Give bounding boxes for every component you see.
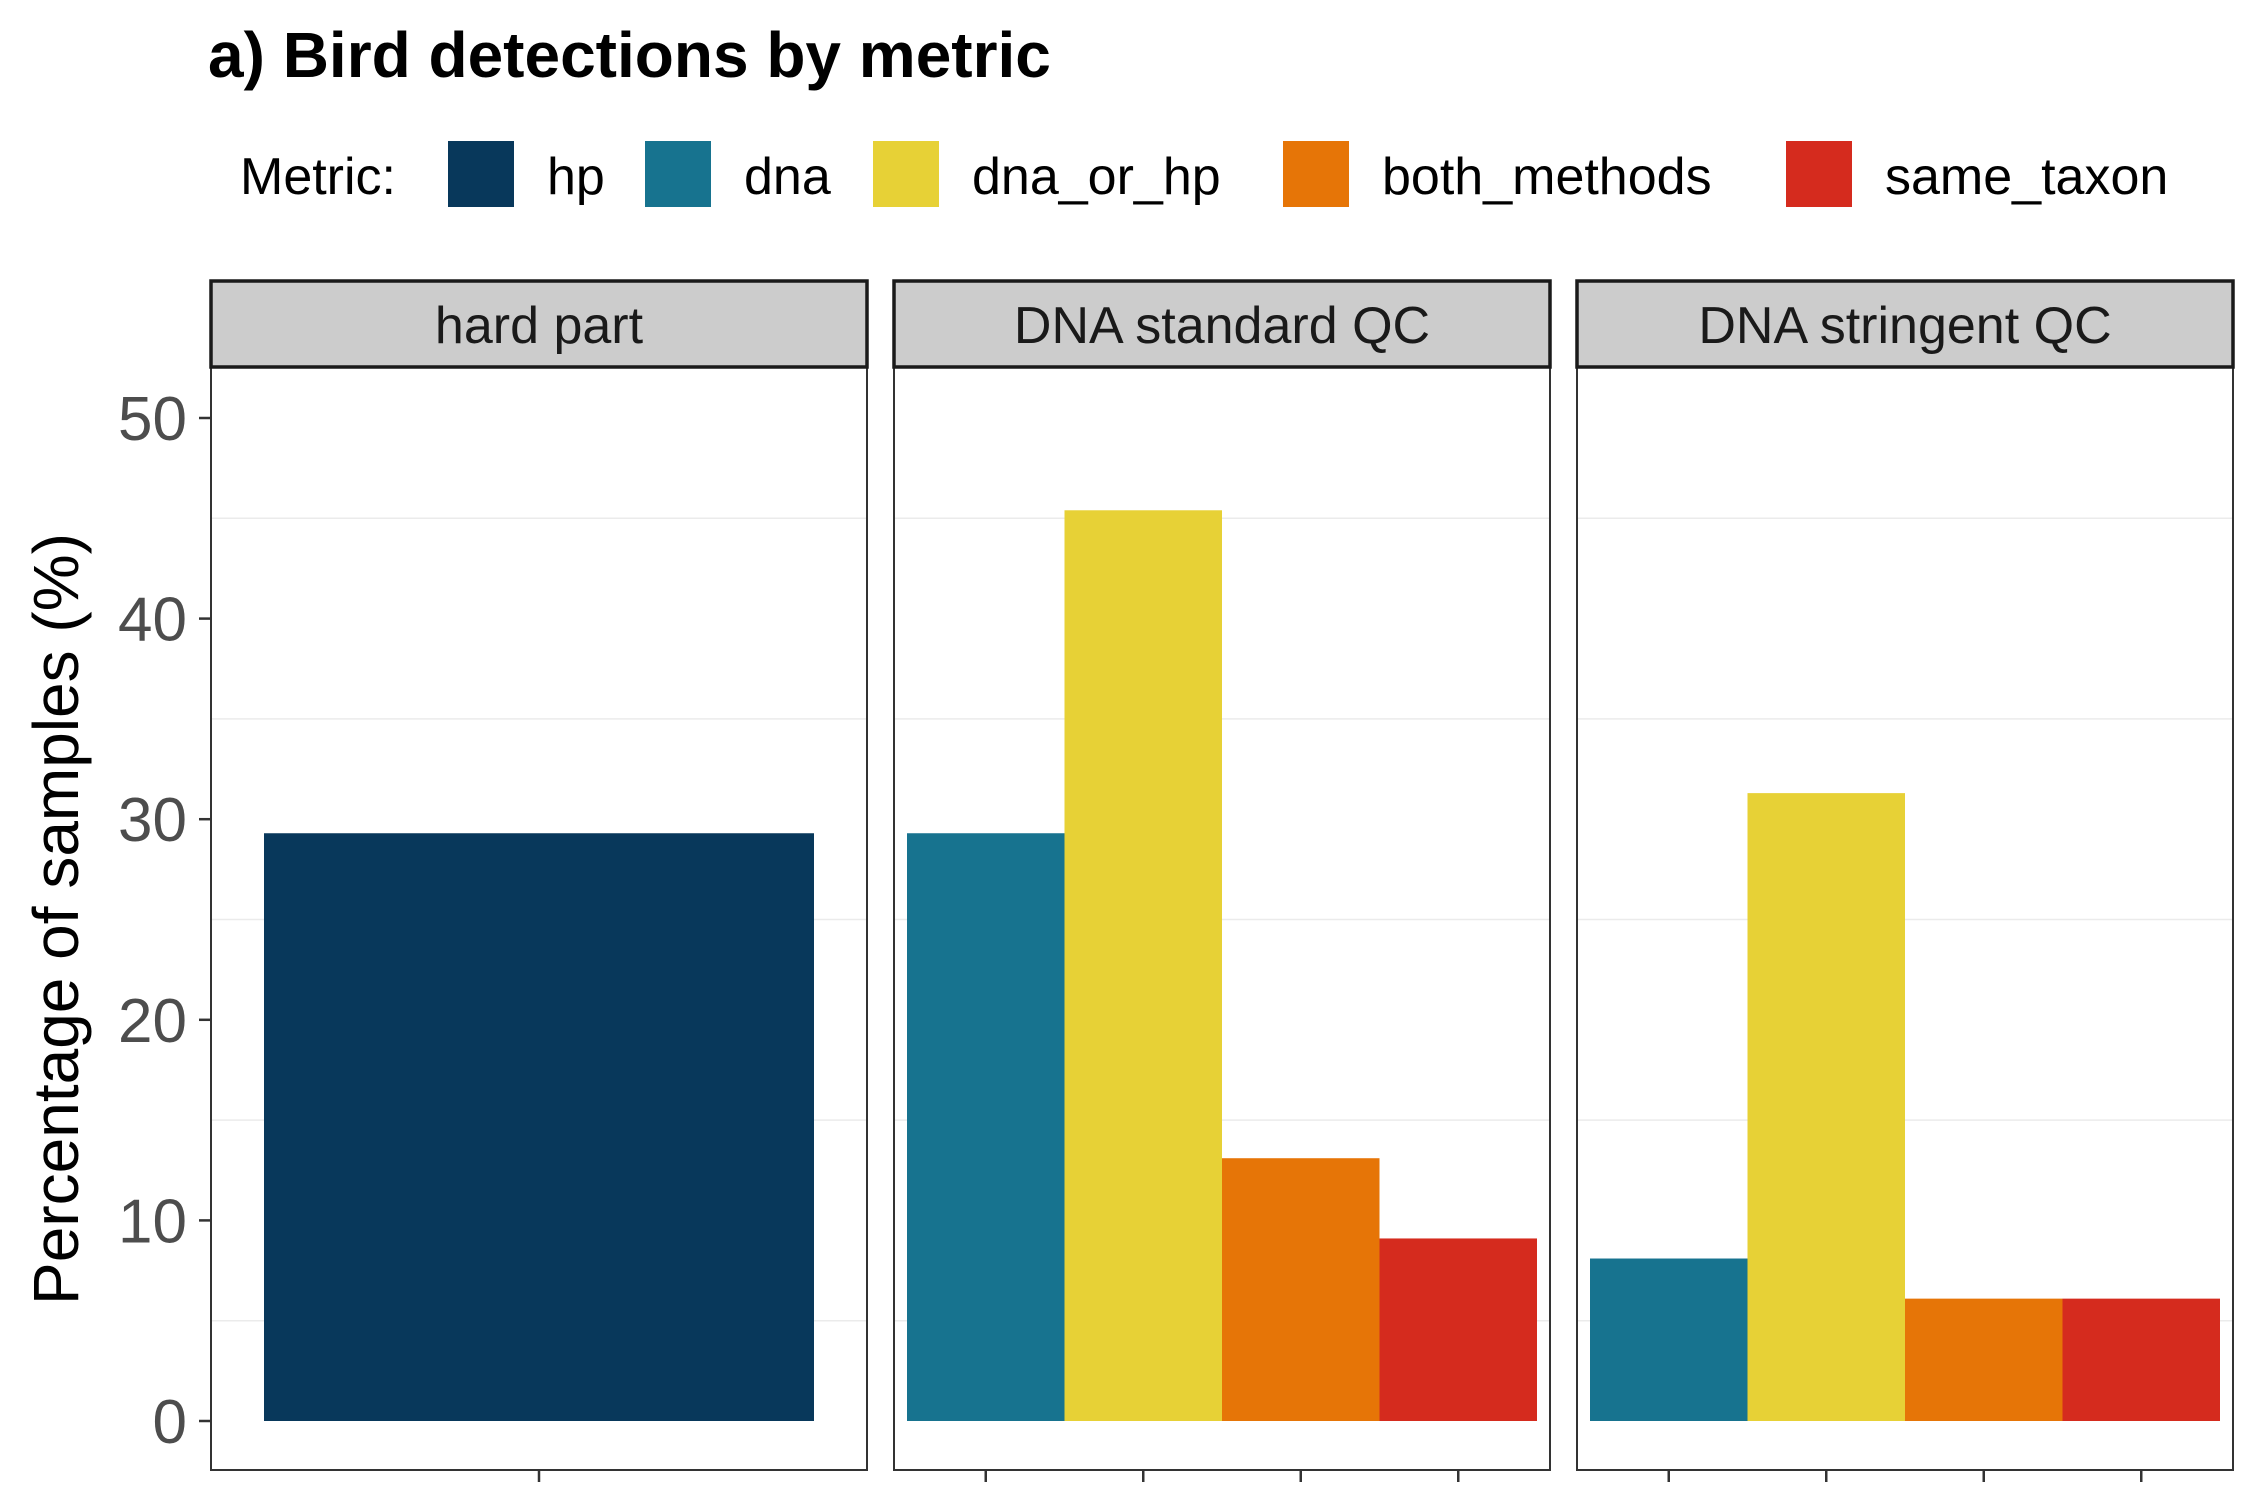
legend-key-dna [645, 141, 711, 207]
legend-key-dna_or_hp [873, 141, 939, 207]
y-tick-label: 40 [118, 586, 187, 655]
facet-strip-label: DNA standard QC [1014, 297, 1430, 355]
legend-label-both_methods: both_methods [1382, 148, 1712, 206]
legend-key-hp [448, 141, 514, 207]
legend-label-same_taxon: same_taxon [1885, 148, 2168, 206]
y-tick-label: 50 [118, 385, 187, 454]
facet-panel-1: hard part [209, 279, 869, 1482]
y-tick-label: 10 [118, 1187, 187, 1256]
facet-strip [892, 279, 1552, 369]
facet-panel-2: DNA standard QC [892, 279, 1552, 1482]
legend-label-dna_or_hp: dna_or_hp [972, 148, 1221, 206]
facet-panels: hard part DNA standard QC DNA stringent QC… [118, 279, 2235, 1482]
facet-strip-label: DNA stringent QC [1698, 297, 2111, 355]
y-axis-title: Percentage of samples (%) [20, 533, 92, 1305]
facet-strip [209, 279, 869, 369]
bar-both_methods [1905, 1298, 2063, 1421]
y-axis: 0 10 20 30 40 50 [118, 385, 211, 1457]
facet-strip [1575, 279, 2235, 369]
legend-label-hp: hp [547, 148, 605, 206]
bar-both_methods [1222, 1158, 1380, 1421]
y-tick-label: 20 [118, 987, 187, 1056]
legend: Metric: hp dna dna_or_hp both_methods same_t… [240, 141, 2168, 207]
bar-dna_or_hp [1747, 793, 1905, 1421]
bar-dna [1590, 1258, 1748, 1421]
bar-same_taxon [1379, 1238, 1537, 1421]
y-tick-label: 0 [153, 1388, 187, 1457]
legend-key-same_taxon [1786, 141, 1852, 207]
chart-title: a) Bird detections by metric [208, 19, 1051, 91]
legend-label-dna: dna [744, 148, 831, 206]
facet-strip-label: hard part [435, 297, 644, 355]
bar-hp [264, 833, 814, 1421]
bar-same_taxon [2062, 1298, 2220, 1421]
bar-dna_or_hp [1064, 510, 1222, 1421]
legend-title: Metric: [240, 148, 396, 206]
bar-dna [907, 833, 1065, 1421]
facet-panel-3: DNA stringent QC [1575, 279, 2235, 1482]
y-tick-label: 30 [118, 786, 187, 855]
legend-key-both_methods [1283, 141, 1349, 207]
